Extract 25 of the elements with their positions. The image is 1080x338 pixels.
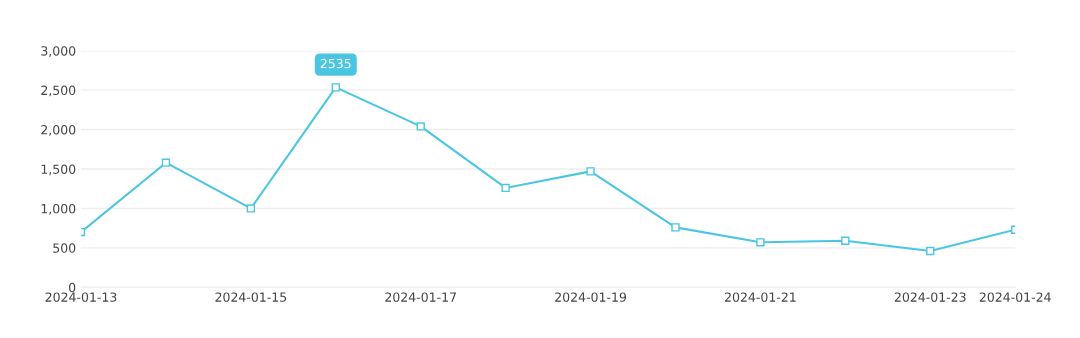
x-tick-label: 2024-01-23 — [894, 292, 966, 302]
y-tick-label: 2,000 — [41, 125, 76, 136]
point — [416, 122, 425, 131]
x-tick-label: 2024-01-17 — [385, 292, 456, 302]
point — [926, 246, 935, 256]
point — [161, 158, 171, 167]
x-tick-label: 2024-01-15 — [215, 292, 287, 302]
point — [756, 238, 765, 247]
y-tick-label: 2,500 — [41, 85, 76, 97]
point — [246, 204, 256, 213]
point — [501, 183, 510, 193]
x-tick-label: 2024-01-21 — [725, 292, 796, 302]
y-tick-label: 1,500 — [41, 164, 76, 176]
x-tick-label: 2024-01-24 — [979, 292, 1051, 302]
point — [841, 236, 850, 245]
point — [671, 223, 680, 232]
y-tick-label: 1,000 — [41, 203, 76, 215]
y-tick-label: 500 — [53, 243, 76, 253]
point — [586, 167, 595, 176]
annotation: 2535 — [320, 58, 351, 69]
y-tick-label: 0 — [69, 282, 76, 293]
x-tick-label: 2024-01-19 — [555, 292, 627, 302]
x-tick-label: 2024-01-13 — [45, 292, 117, 302]
y-tick-label: 3,000 — [41, 46, 76, 57]
point — [331, 83, 340, 92]
